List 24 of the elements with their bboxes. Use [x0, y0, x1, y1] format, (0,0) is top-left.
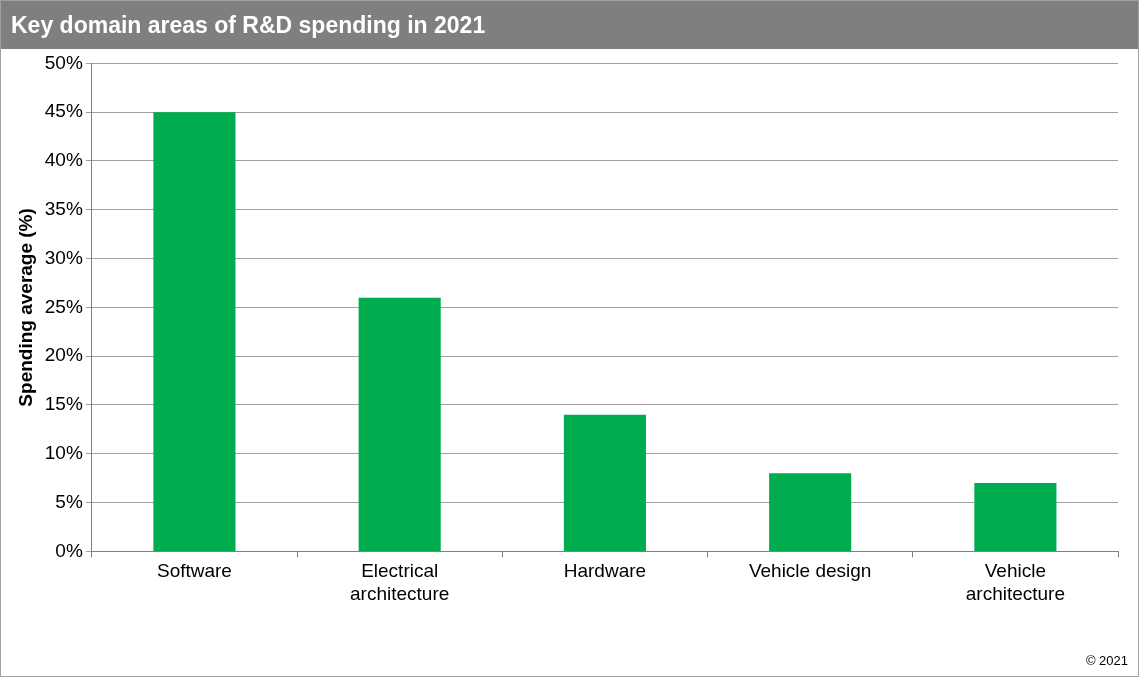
x-tick-label: Vehicle architecture — [965, 560, 1066, 604]
y-tick-label: 45% — [44, 100, 83, 122]
bar — [769, 473, 852, 551]
x-tick-label: Hardware — [563, 560, 647, 582]
bar — [974, 483, 1057, 551]
x-tick-label: Electrical architecture — [350, 560, 450, 604]
y-tick-label: 15% — [44, 393, 83, 415]
y-tick-label: 25% — [44, 295, 83, 317]
x-tick-label: Software — [156, 560, 232, 582]
y-tick-label: 20% — [44, 344, 83, 366]
bar — [563, 414, 646, 551]
y-tick-label: 0% — [55, 539, 83, 561]
bar — [153, 112, 236, 551]
y-tick-label: 35% — [44, 198, 83, 220]
y-tick-label: 10% — [44, 442, 83, 464]
bar — [358, 297, 441, 551]
y-tick-label: 5% — [55, 490, 83, 512]
chart-title: Key domain areas of R&D spending in 2021 — [1, 1, 1138, 49]
text: © 2021 — [1085, 653, 1128, 668]
x-tick-label: Vehicle design — [748, 560, 872, 582]
y-axis-title: Spending average (%) — [14, 208, 36, 407]
y-tick-label: 30% — [44, 246, 83, 268]
y-tick-label: 50% — [44, 51, 83, 73]
y-tick-label: 40% — [44, 149, 83, 171]
